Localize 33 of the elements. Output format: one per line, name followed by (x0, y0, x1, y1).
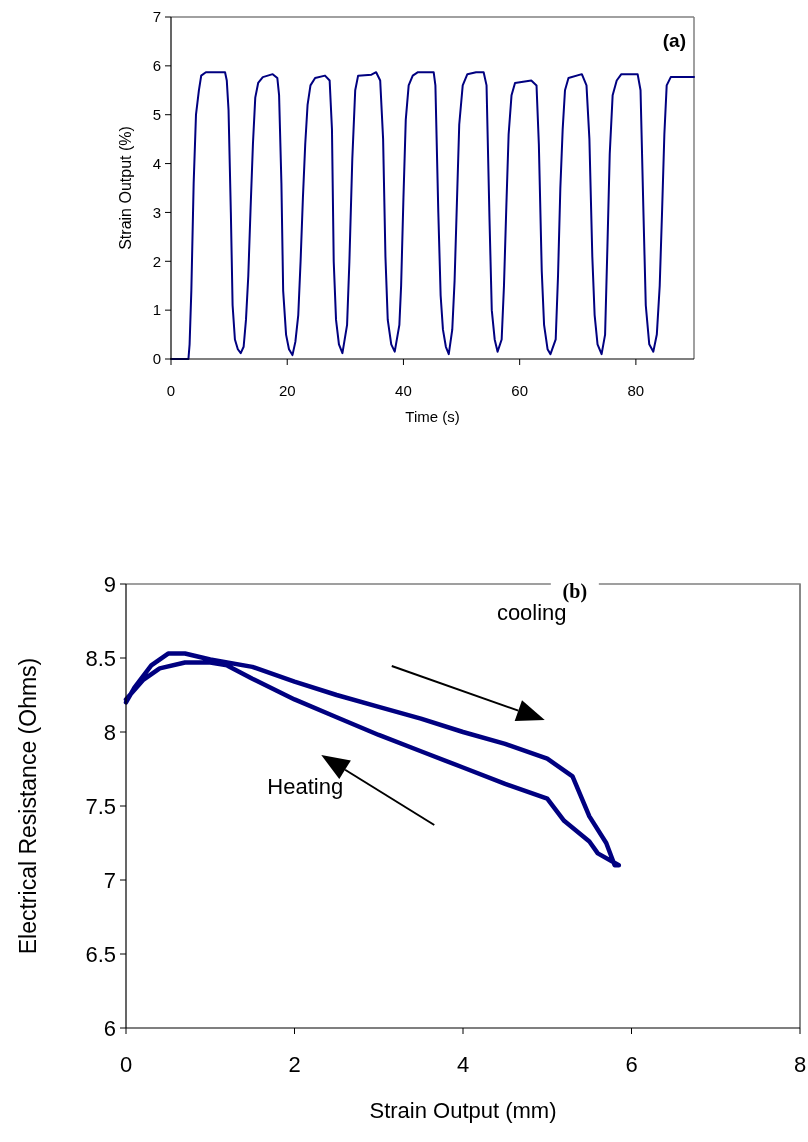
x-tick-label: 2 (288, 1052, 301, 1077)
y-tick-label: 8.5 (85, 645, 116, 671)
y-tick-label: 0 (152, 350, 161, 368)
x-tick-label: 4 (456, 1052, 470, 1077)
line-series (123, 651, 622, 868)
y-tick-label: 3 (152, 203, 161, 221)
x-tick-label: 8 (793, 1052, 807, 1077)
y-tick-label: 7 (152, 8, 161, 26)
y-axis-title: Strain Output (%) (117, 126, 134, 250)
y-tick-label: 7.5 (85, 793, 116, 819)
y-tick-label: 2 (152, 252, 161, 270)
y-tick-label: 6.5 (85, 941, 116, 967)
x-tick-label: 40 (395, 382, 412, 399)
y-tick-label: 8 (103, 719, 116, 745)
x-tick-label: 80 (627, 382, 645, 399)
text: (a) (662, 30, 686, 51)
y-tick-label: 4 (152, 154, 161, 172)
x-tick-label: 20 (278, 382, 296, 399)
y-tick-label: 6 (103, 1015, 116, 1041)
y-tick-label: 9 (103, 571, 116, 597)
y-tick-label: 1 (152, 301, 161, 319)
x-tick-label: 0 (166, 382, 176, 399)
annotation: Heating (267, 773, 344, 799)
x-tick-label: 60 (511, 382, 529, 399)
x-tick-label: 0 (119, 1052, 133, 1077)
x-axis-title: Strain Output (mm) (369, 1098, 557, 1123)
x-axis-title: Time (s) (405, 408, 460, 425)
y-tick-label: 7 (103, 867, 116, 893)
x-tick-label: 6 (625, 1052, 638, 1077)
y-axis-title: Electrical Resistance (Ohms) (15, 657, 41, 955)
y-tick-label: 5 (152, 105, 161, 123)
y-tick-label: 6 (152, 57, 161, 75)
chart-title: (b) (562, 580, 588, 603)
